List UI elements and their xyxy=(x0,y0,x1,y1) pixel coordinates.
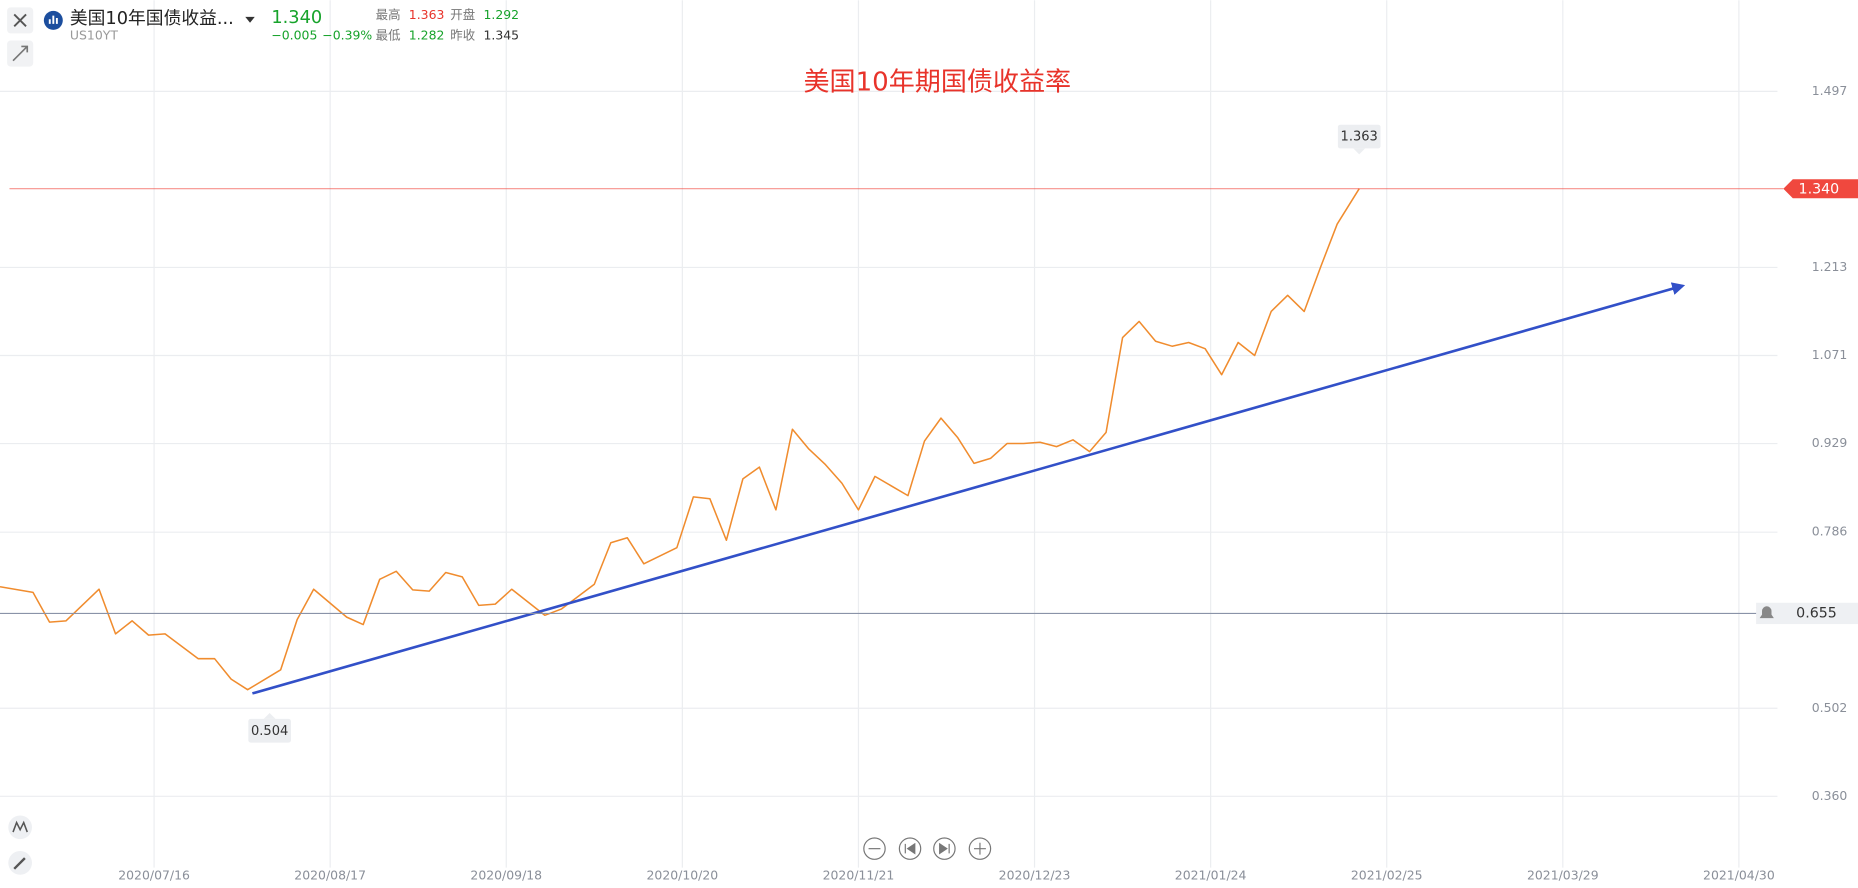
annotation-pointer xyxy=(1353,148,1366,155)
annotation-box xyxy=(248,718,291,743)
current-price-label: 1.340 xyxy=(1799,181,1840,197)
annotation-label: 1.363 xyxy=(1341,130,1378,145)
draw-icon xyxy=(13,857,26,870)
plot-area xyxy=(0,188,1360,691)
prev-close-label: 昨收 xyxy=(450,27,475,42)
low-label: 最低 xyxy=(376,27,401,42)
indicator-tool[interactable] xyxy=(8,815,32,840)
close-icon xyxy=(13,13,27,27)
high-label: 最高 xyxy=(376,7,401,22)
x-tick-label: 2021/01/24 xyxy=(1175,867,1247,882)
alert-label: 0.655 xyxy=(1796,605,1837,621)
symbol-code: US10YT xyxy=(70,27,118,42)
x-tick-label: 2021/04/30 xyxy=(1703,867,1775,882)
prev-close-value: 1.345 xyxy=(483,27,519,42)
low-value: 1.282 xyxy=(409,27,445,42)
high-value: 1.363 xyxy=(409,7,445,22)
zoom-in-icon xyxy=(974,842,986,855)
scroll-start-icon xyxy=(904,842,916,855)
symbol-dropdown[interactable] xyxy=(245,16,255,23)
x-tick-label: 2021/03/29 xyxy=(1527,867,1599,882)
x-tick-label: 2020/10/20 xyxy=(647,867,719,882)
trend-line[interactable] xyxy=(252,282,1686,695)
y-tick-label: 0.360 xyxy=(1812,788,1848,803)
zoom-controls xyxy=(863,837,992,860)
overlay: 1.340 0.655 1.363 0.504 xyxy=(0,124,1858,743)
scroll-end-icon xyxy=(939,842,950,855)
annotation-label: 0.504 xyxy=(251,724,288,739)
y-tick-label: 1.497 xyxy=(1812,83,1848,98)
symbol-logo-bars xyxy=(48,15,58,24)
y-tick-label: 1.213 xyxy=(1812,259,1848,274)
alert-bell xyxy=(1759,606,1774,619)
y-tick-label: 0.502 xyxy=(1812,700,1848,715)
open-label: 开盘 xyxy=(450,7,475,22)
x-tick-label: 2020/07/16 xyxy=(118,867,190,882)
symbol-name[interactable]: 美国10年国债收益... xyxy=(70,8,234,29)
y-tick-label: 1.071 xyxy=(1812,347,1848,362)
annotation-pointer xyxy=(263,712,276,719)
last-price: 1.340 xyxy=(271,8,322,28)
x-tick-label: 2020/11/21 xyxy=(823,867,895,882)
x-tick-label: 2020/12/23 xyxy=(999,867,1071,882)
x-tick-label: 2021/02/25 xyxy=(1351,867,1423,882)
chart-title: 美国10年期国债收益率 xyxy=(804,68,1072,98)
price-change-percent: −0.39% xyxy=(322,27,372,42)
y-tick-label: 0.786 xyxy=(1812,524,1848,539)
price-line xyxy=(0,188,1360,691)
alert-tag xyxy=(1756,602,1858,625)
header: 美国10年国债收益... US10YT 1.340 −0.005 −0.39% … xyxy=(7,7,519,67)
indicator-icon xyxy=(12,820,28,833)
y-tick-label: 0.929 xyxy=(1812,435,1848,450)
current-price-tag xyxy=(1783,179,1858,199)
collapse-icon xyxy=(12,45,29,62)
x-tick-label: 2020/08/17 xyxy=(294,867,366,882)
annotation-box xyxy=(1337,124,1381,149)
price-change: −0.005 xyxy=(271,27,317,42)
x-tick-label: 2020/09/18 xyxy=(470,867,542,882)
open-value: 1.292 xyxy=(483,7,519,22)
